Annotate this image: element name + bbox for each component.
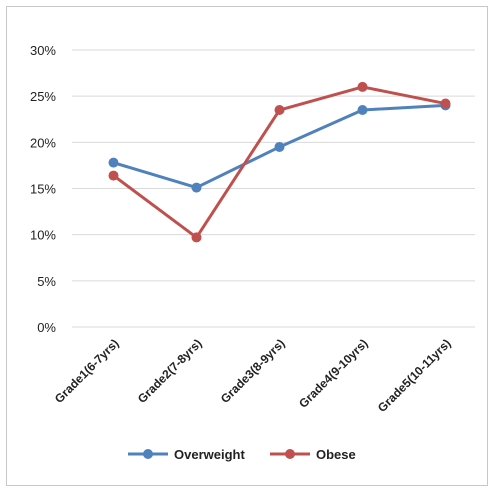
chart-frame bbox=[6, 6, 488, 486]
y-tick-label: 25% bbox=[30, 89, 56, 104]
x-tick-label: Grade1(6-7yrs) bbox=[52, 336, 122, 406]
data-point-obese bbox=[440, 98, 451, 109]
data-point-overweight bbox=[191, 182, 202, 193]
y-tick-label: 0% bbox=[37, 320, 56, 335]
data-point-obese bbox=[191, 232, 202, 243]
y-tick-label: 30% bbox=[30, 43, 56, 58]
x-tick-label: Grade4(9-10yrs) bbox=[296, 336, 371, 411]
data-point-obese bbox=[108, 170, 119, 181]
y-tick-label: 20% bbox=[30, 135, 56, 150]
x-tick-label: Grade3(8-9yrs) bbox=[218, 336, 288, 406]
y-tick-label: 5% bbox=[37, 274, 56, 289]
x-axis-ticks: Grade1(6-7yrs) Grade2(7-8yrs) Grade3(8-9yr… bbox=[52, 336, 454, 415]
data-point-overweight bbox=[274, 141, 285, 152]
y-tick-label: 15% bbox=[30, 182, 56, 197]
legend-label: Obese bbox=[316, 447, 356, 462]
legend-marker bbox=[285, 449, 295, 459]
x-tick-label: Grade2(7-8yrs) bbox=[135, 336, 205, 406]
data-point-obese bbox=[357, 81, 368, 92]
y-tick-label: 10% bbox=[30, 228, 56, 243]
data-point-overweight bbox=[108, 157, 119, 168]
legend-label: Overweight bbox=[174, 447, 245, 462]
legend: Overweight Obese bbox=[128, 447, 356, 462]
data-point-overweight bbox=[357, 105, 368, 116]
legend-marker bbox=[143, 449, 153, 459]
x-tick-label: Grade5(10-11yrs) bbox=[375, 336, 454, 415]
series-lines bbox=[108, 81, 451, 243]
y-axis-ticks: 0% 5% 10% 15% 20% 25% 30% bbox=[30, 43, 56, 335]
data-point-obese bbox=[274, 105, 285, 116]
